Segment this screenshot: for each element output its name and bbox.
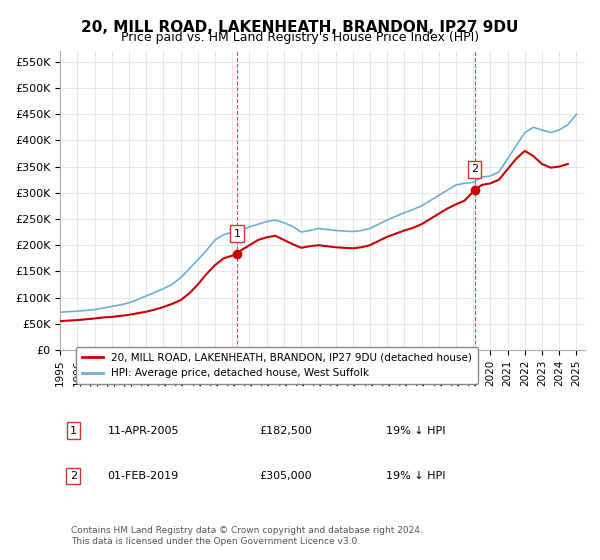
Text: 11-APR-2005: 11-APR-2005: [107, 426, 179, 436]
Text: £182,500: £182,500: [260, 426, 313, 436]
Text: 20, MILL ROAD, LAKENHEATH, BRANDON, IP27 9DU: 20, MILL ROAD, LAKENHEATH, BRANDON, IP27…: [82, 20, 518, 35]
Text: 2: 2: [70, 471, 77, 481]
Legend: 20, MILL ROAD, LAKENHEATH, BRANDON, IP27 9DU (detached house), HPI: Average pric: 20, MILL ROAD, LAKENHEATH, BRANDON, IP27…: [76, 347, 478, 385]
Text: 1: 1: [233, 228, 241, 239]
Text: 2: 2: [471, 165, 478, 175]
Text: 19% ↓ HPI: 19% ↓ HPI: [386, 426, 445, 436]
Text: Contains HM Land Registry data © Crown copyright and database right 2024.
This d: Contains HM Land Registry data © Crown c…: [71, 526, 422, 545]
Text: 01-FEB-2019: 01-FEB-2019: [107, 471, 179, 481]
Text: 19% ↓ HPI: 19% ↓ HPI: [386, 471, 445, 481]
Text: Price paid vs. HM Land Registry's House Price Index (HPI): Price paid vs. HM Land Registry's House …: [121, 31, 479, 44]
Text: £305,000: £305,000: [260, 471, 312, 481]
Text: 1: 1: [70, 426, 77, 436]
